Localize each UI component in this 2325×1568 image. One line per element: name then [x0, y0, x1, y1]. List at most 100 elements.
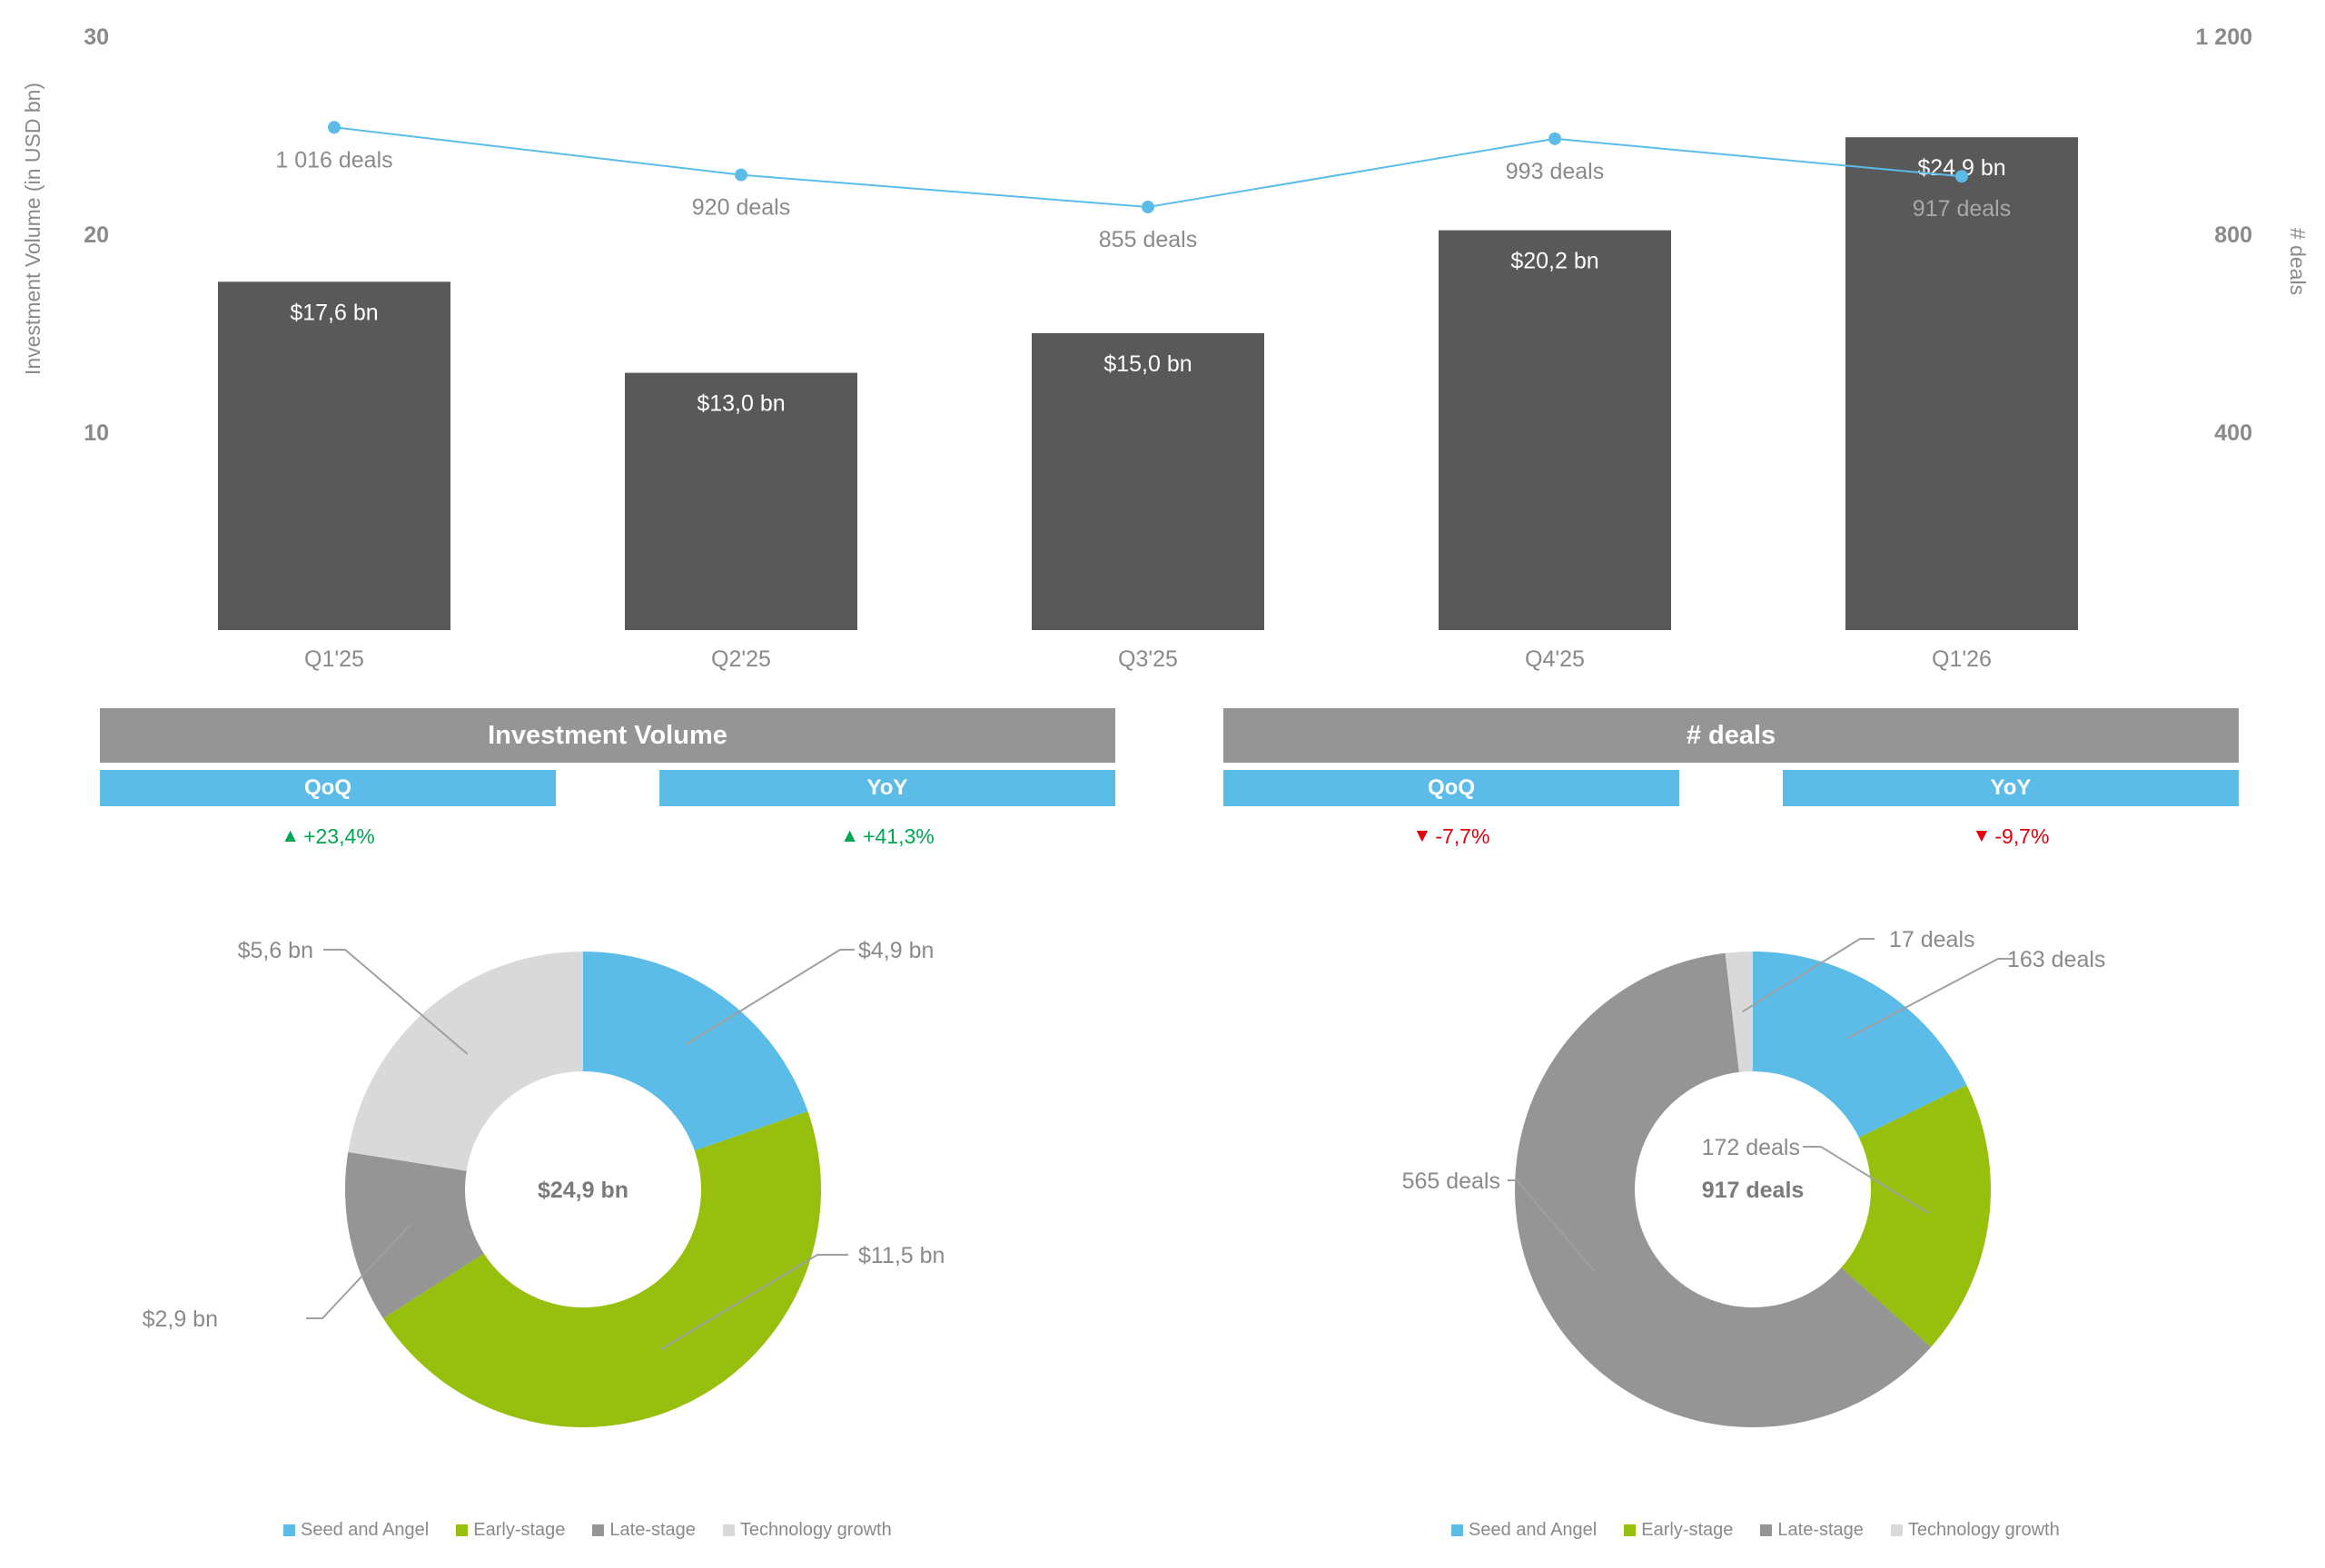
slice-value-label: $2,9 bn: [143, 1307, 218, 1332]
legend-item: Late-stage: [1760, 1520, 1864, 1541]
deals-donut-chart: 163 deals 172 deals 565 deals 17 deals 917 d…: [1402, 927, 2105, 1427]
slice-value-label: 17 deals: [1889, 927, 1975, 952]
y-axis-title: Investment Volume (in USD bn): [21, 83, 45, 375]
deals-line: [333, 126, 1963, 209]
bar-value-label: $15,0 bn: [1103, 351, 1192, 377]
bar-Q3'25: [1032, 333, 1264, 630]
legend-swatch: [283, 1524, 295, 1536]
kpi-volume-qoq-text: +23,4%: [303, 823, 375, 848]
leader-line: [323, 949, 469, 1055]
deals-point: [1142, 201, 1154, 214]
deals-value-label: 1 016 deals: [275, 147, 392, 173]
deals-value-label: 920 deals: [692, 195, 790, 221]
kpi-deals-qoq-label: QoQ: [1223, 770, 1679, 806]
donut-slice-early-stage: [382, 1111, 821, 1427]
deals-point: [328, 121, 341, 134]
volume-donut-chart: $4,9 bn $11,5 bn $2,9 bn $5,6 bn $24,9 bn: [143, 938, 945, 1427]
bar-Q2'25: [625, 372, 857, 630]
slice-value-label: 163 deals: [2007, 947, 2105, 972]
donut-slice-early-stage: [1841, 1085, 1991, 1347]
legend-item: Late-stage: [592, 1520, 696, 1541]
legend-label: Seed and Angel: [301, 1519, 430, 1540]
kpi-deals-header: # deals: [1223, 708, 2239, 763]
arrow-up-icon: ▲: [281, 825, 301, 846]
kpi-volume-header: Investment Volume: [100, 708, 1115, 763]
arrow-up-icon: ▲: [840, 825, 860, 846]
legend-swatch: [722, 1524, 735, 1536]
bar-value-label: $17,6 bn: [290, 300, 378, 325]
slice-value-label: 565 deals: [1402, 1169, 1500, 1194]
legend-item: Seed and Angel: [283, 1520, 429, 1541]
x-axis-tick-label: Q1'26: [1932, 646, 1992, 672]
slice-value-label: $4,9 bn: [858, 938, 934, 963]
legend-swatch: [1624, 1524, 1637, 1536]
kpi-volume-yoy-label: YoY: [659, 770, 1115, 806]
bar-value-label: $13,0 bn: [697, 391, 785, 417]
legend-swatch: [1890, 1524, 1903, 1536]
donut-slice-technology-growth: [348, 952, 583, 1171]
y2-axis-tick-label: 400: [2214, 420, 2252, 446]
donut-slice-technology-growth: [1725, 952, 1753, 1072]
legend-label: Seed and Angel: [1469, 1519, 1598, 1540]
leader-line: [1508, 1179, 1597, 1273]
kpi-deals-yoy-value: ▼ -9,7%: [1783, 821, 2239, 852]
slice-value-label: 172 deals: [1702, 1135, 1800, 1160]
kpi-deals-yoy-text: -9,7%: [1994, 823, 2050, 848]
legend-item: Seed and Angel: [1451, 1520, 1597, 1541]
x-axis-tick-label: Q3'25: [1118, 646, 1178, 672]
deals-value-label: 993 deals: [1506, 159, 1604, 184]
donut-center-label: $24,9 bn: [538, 1178, 628, 1203]
y2-axis-tick-label: 800: [2214, 222, 2252, 248]
legend-swatch: [1451, 1524, 1463, 1536]
bar-Q4'25: [1439, 230, 1671, 630]
kpi-volume-qoq-label: QoQ: [100, 770, 556, 806]
legend-item: Technology growth: [1890, 1520, 2060, 1541]
x-axis-tick-label: Q2'25: [711, 646, 771, 672]
deals-point: [1955, 170, 1968, 183]
kpi-deals-qoq-value: ▼ -7,7%: [1223, 821, 1679, 852]
legend-item: Technology growth: [722, 1519, 892, 1541]
leader-line: [306, 1225, 410, 1319]
legend-label: Early-stage: [1641, 1519, 1734, 1540]
bar-Q1'25: [218, 281, 450, 630]
legend-item: Early-stage: [456, 1520, 565, 1541]
kpi-deals-yoy-label: YoY: [1783, 770, 2239, 806]
deals-value-label: 855 deals: [1099, 227, 1197, 252]
deals-legend: Seed and Angel Early-stage Late-stage Te…: [1451, 1516, 2060, 1543]
bar-Q1'26: [1845, 137, 2078, 630]
legend-label: Late-stage: [1777, 1519, 1864, 1540]
deals-point: [735, 168, 747, 182]
x-axis-tick-label: Q1'25: [304, 646, 364, 672]
x-axis-tick-label: Q4'25: [1525, 646, 1585, 672]
donut-slice-seed-and-angel: [1753, 952, 1967, 1138]
deals-value-label: 917 deals: [1913, 196, 2011, 222]
slice-value-label: $5,6 bn: [238, 938, 313, 963]
legend-swatch: [1760, 1524, 1773, 1536]
y2-axis-tick-label: 1 200: [2195, 25, 2252, 50]
y2-axis-title: # deals: [2286, 228, 2310, 295]
leader-line: [660, 1254, 848, 1350]
investment-bar-line-chart: 10 20 30 400 800 1 200 Investment Volume (in U…: [21, 25, 2310, 672]
kpi-deals-qoq-text: -7,7%: [1435, 823, 1490, 848]
donut-center-label: 917 deals: [1702, 1178, 1805, 1203]
legend-label: Early-stage: [473, 1519, 566, 1540]
arrow-down-icon: ▼: [1412, 825, 1432, 846]
donut-slice-late-stage: [1515, 952, 1932, 1427]
leader-line: [1803, 1146, 1930, 1215]
legend-item: Early-stage: [1624, 1520, 1733, 1541]
volume-legend: Seed and Angel Early-stage Late-stage Te…: [283, 1516, 892, 1543]
kpi-volume-yoy-text: +41,3%: [863, 823, 935, 848]
slice-value-label: $11,5 bn: [858, 1243, 945, 1268]
legend-label: Technology growth: [739, 1519, 892, 1540]
legend-swatch: [456, 1524, 469, 1536]
y-axis-tick-label: 10: [84, 420, 109, 446]
deals-point: [1548, 132, 1561, 145]
legend-swatch: [592, 1524, 605, 1536]
leader-line: [1846, 958, 2013, 1040]
kpi-volume-yoy-value: ▲ +41,3%: [659, 821, 1115, 852]
leader-line: [686, 949, 855, 1046]
legend-label: Late-stage: [609, 1519, 696, 1540]
arrow-down-icon: ▼: [1972, 825, 1992, 846]
y-axis-tick-label: 20: [84, 222, 109, 248]
